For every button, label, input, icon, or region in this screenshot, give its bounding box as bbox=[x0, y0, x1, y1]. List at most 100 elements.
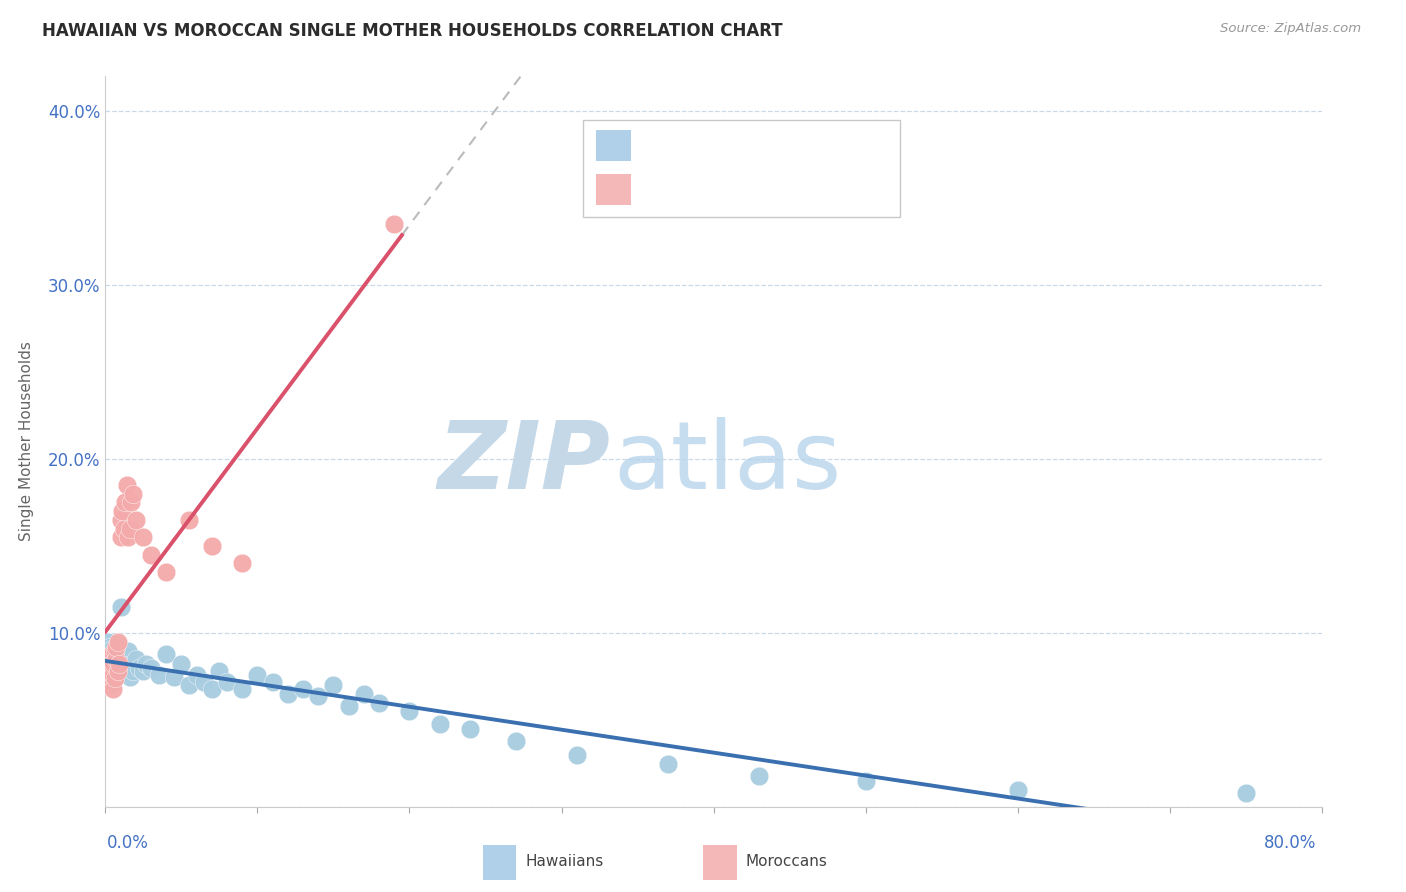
Point bbox=[120, 657, 142, 672]
Point bbox=[368, 696, 391, 710]
Point bbox=[118, 670, 141, 684]
Point bbox=[101, 656, 124, 670]
Point bbox=[100, 674, 122, 689]
Point bbox=[429, 716, 451, 731]
Point bbox=[262, 674, 284, 689]
Point bbox=[97, 665, 120, 679]
Point bbox=[115, 478, 138, 492]
Point bbox=[139, 548, 162, 562]
Point bbox=[155, 565, 177, 579]
Point bbox=[100, 647, 122, 661]
Point bbox=[110, 530, 132, 544]
Point bbox=[101, 674, 124, 689]
Point bbox=[98, 657, 121, 672]
Text: R =  0.631: R = 0.631 bbox=[647, 182, 738, 197]
FancyBboxPatch shape bbox=[583, 120, 900, 217]
Point bbox=[98, 665, 121, 679]
Point bbox=[112, 522, 135, 536]
Point bbox=[111, 504, 134, 518]
Point bbox=[398, 705, 420, 719]
Point bbox=[505, 734, 527, 748]
Point bbox=[125, 652, 148, 666]
Point bbox=[208, 665, 231, 679]
Point bbox=[458, 722, 481, 736]
Text: atlas: atlas bbox=[614, 417, 842, 509]
Point bbox=[110, 513, 132, 527]
Point bbox=[105, 652, 128, 666]
Point bbox=[112, 657, 135, 672]
Point bbox=[97, 657, 120, 672]
Point bbox=[246, 668, 269, 682]
Point bbox=[105, 640, 128, 654]
Point bbox=[117, 643, 139, 657]
Point bbox=[115, 652, 138, 666]
Text: 80.0%: 80.0% bbox=[1264, 834, 1316, 852]
Point bbox=[292, 681, 315, 696]
Text: R = -0.342: R = -0.342 bbox=[647, 138, 738, 153]
Point bbox=[139, 661, 162, 675]
Point bbox=[105, 668, 128, 682]
Text: Hawaiians: Hawaiians bbox=[526, 855, 603, 869]
Point bbox=[107, 635, 129, 649]
Point bbox=[100, 661, 122, 675]
Point bbox=[101, 668, 124, 682]
Point bbox=[105, 641, 128, 656]
Point bbox=[107, 663, 129, 677]
Point bbox=[121, 487, 143, 501]
Point bbox=[231, 557, 253, 571]
Point bbox=[103, 672, 125, 686]
Point bbox=[177, 678, 200, 692]
Point bbox=[111, 647, 134, 661]
Point bbox=[110, 661, 132, 675]
Text: Source: ZipAtlas.com: Source: ZipAtlas.com bbox=[1220, 22, 1361, 36]
Point bbox=[322, 678, 344, 692]
Point bbox=[307, 689, 329, 703]
Point bbox=[217, 674, 239, 689]
Point bbox=[170, 657, 193, 672]
Point bbox=[98, 652, 121, 666]
Point bbox=[657, 756, 679, 771]
Point bbox=[231, 681, 253, 696]
Point bbox=[277, 687, 299, 701]
Point bbox=[108, 638, 131, 652]
Point bbox=[103, 647, 125, 661]
Point bbox=[121, 665, 143, 679]
Point bbox=[97, 635, 120, 649]
Point bbox=[748, 769, 770, 783]
Point bbox=[105, 656, 128, 670]
Point bbox=[100, 661, 122, 675]
Point bbox=[98, 670, 121, 684]
Point bbox=[337, 699, 360, 714]
Point bbox=[97, 670, 120, 684]
Text: 0.0%: 0.0% bbox=[107, 834, 149, 852]
Point bbox=[114, 665, 136, 679]
Point bbox=[120, 495, 142, 509]
Point bbox=[98, 640, 121, 654]
Point bbox=[103, 661, 125, 675]
Point bbox=[163, 670, 186, 684]
Point bbox=[101, 665, 124, 679]
Point bbox=[125, 513, 148, 527]
FancyBboxPatch shape bbox=[596, 130, 631, 161]
Point bbox=[855, 774, 877, 789]
Text: HAWAIIAN VS MOROCCAN SINGLE MOTHER HOUSEHOLDS CORRELATION CHART: HAWAIIAN VS MOROCCAN SINGLE MOTHER HOUSE… bbox=[42, 22, 783, 40]
Point bbox=[128, 661, 150, 675]
Point bbox=[201, 681, 224, 696]
Point bbox=[117, 530, 139, 544]
Point bbox=[101, 681, 124, 696]
Point bbox=[132, 665, 155, 679]
Point bbox=[1234, 786, 1257, 800]
Point bbox=[100, 672, 122, 686]
FancyBboxPatch shape bbox=[482, 846, 516, 880]
FancyBboxPatch shape bbox=[703, 846, 737, 880]
Point bbox=[96, 652, 118, 666]
Point bbox=[353, 687, 375, 701]
Text: ZIP: ZIP bbox=[437, 417, 610, 509]
Text: N = 37: N = 37 bbox=[799, 182, 853, 197]
Text: N = 69: N = 69 bbox=[799, 138, 853, 153]
Y-axis label: Single Mother Households: Single Mother Households bbox=[20, 342, 34, 541]
Point bbox=[110, 599, 132, 614]
Point bbox=[565, 747, 588, 762]
Point bbox=[193, 674, 215, 689]
Point bbox=[108, 657, 131, 672]
